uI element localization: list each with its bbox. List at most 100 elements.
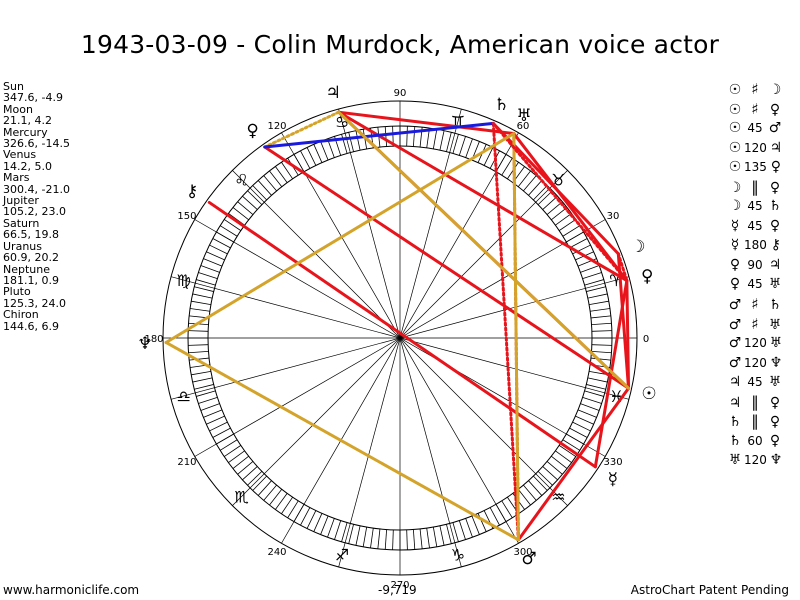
aspect-row: ☉ ♯ ♀ bbox=[726, 100, 785, 120]
degree-tick bbox=[590, 308, 610, 312]
planet-glyph: ♃ bbox=[728, 374, 742, 391]
zodiac-sign-glyph: ♐ bbox=[335, 545, 349, 564]
planet-glyph: ♃ bbox=[728, 394, 742, 411]
aspect-row: ☉ 135 ♀ bbox=[726, 158, 785, 178]
degree-tick bbox=[591, 344, 612, 346]
position-value: 60.9, 20.2 bbox=[3, 251, 59, 265]
degree-tick bbox=[334, 520, 342, 540]
planet-glyph: ♆ bbox=[769, 452, 783, 469]
aspect-symbol: 180 bbox=[744, 238, 767, 253]
aspect-row: ♀ 45 ♅ bbox=[726, 275, 785, 295]
degree-tick bbox=[355, 525, 361, 546]
degree-tick bbox=[426, 528, 430, 548]
planet-glyph: ♅ bbox=[768, 276, 782, 293]
planet-glyph: ♅ bbox=[769, 335, 783, 352]
position-name: Jupiter bbox=[3, 194, 39, 208]
aspect-line bbox=[164, 132, 516, 344]
degree-tick bbox=[206, 415, 225, 425]
pluto-glyph: ♀ bbox=[246, 121, 258, 141]
degree-tick bbox=[348, 524, 354, 544]
degree-tick bbox=[209, 244, 228, 255]
degree-label: 330 bbox=[603, 457, 622, 468]
planet-position-list: Sun 347.6, -4.9 Moon 21.1, 4.2 Mercury 326.6,… bbox=[3, 81, 70, 332]
degree-tick bbox=[452, 522, 459, 542]
aspect-line bbox=[207, 200, 597, 469]
degree-tick bbox=[384, 126, 388, 147]
degree-tick bbox=[370, 528, 374, 548]
aspect-row: ☉ 45 ♂ bbox=[726, 119, 785, 139]
degree-tick bbox=[517, 170, 531, 187]
aspect-line bbox=[263, 121, 495, 149]
aspect-symbol: 120 bbox=[744, 336, 767, 351]
degree-tick bbox=[200, 265, 220, 273]
degree-tick bbox=[192, 293, 213, 299]
degree-tick bbox=[586, 384, 606, 390]
aspect-line bbox=[263, 110, 341, 149]
degree-tick bbox=[465, 518, 473, 538]
degree-tick bbox=[458, 136, 466, 156]
aspect-row: ☉ ♯ ☽ bbox=[726, 80, 785, 100]
planet-glyph: ♀ bbox=[769, 432, 781, 449]
degree-tick bbox=[582, 272, 602, 280]
aspect-line bbox=[263, 145, 631, 390]
degree-tick bbox=[483, 147, 494, 166]
degree-tick bbox=[555, 213, 572, 226]
aspect-line bbox=[491, 121, 629, 283]
degree-tick bbox=[501, 158, 513, 176]
aspect-symbol: ‖ bbox=[751, 392, 759, 411]
planet-glyph: ♀ bbox=[769, 217, 781, 234]
aspect-symbol: 120 bbox=[744, 355, 767, 370]
aspect-row: ♃ 45 ♅ bbox=[726, 373, 785, 393]
degree-tick bbox=[281, 496, 293, 514]
degree-label: 210 bbox=[177, 457, 196, 468]
planet-glyph: ♅ bbox=[728, 452, 742, 469]
degree-tick bbox=[313, 144, 323, 163]
degree-tick bbox=[528, 480, 543, 496]
degree-tick bbox=[558, 219, 576, 231]
zodiac-sign-glyph: ♌ bbox=[234, 171, 248, 190]
degree-tick bbox=[300, 507, 311, 526]
aspect-line bbox=[512, 132, 629, 283]
degree-tick bbox=[551, 207, 568, 221]
degree-tick bbox=[188, 330, 209, 332]
degree-tick bbox=[188, 350, 209, 354]
degree-tick bbox=[252, 475, 267, 491]
degree-tick bbox=[558, 445, 576, 457]
degree-tick bbox=[194, 286, 214, 292]
degree-tick bbox=[533, 185, 548, 201]
degree-tick bbox=[591, 322, 612, 326]
aspect-row: ♄ ‖ ♀ bbox=[726, 412, 785, 432]
planet-glyph: ♀ bbox=[729, 276, 741, 293]
degree-label: 240 bbox=[267, 547, 286, 558]
venus-glyph: ♀ bbox=[641, 266, 653, 286]
aspect-symbol: ‖ bbox=[751, 177, 759, 196]
website-link[interactable]: www.harmoniclife.com bbox=[3, 583, 140, 597]
degree-tick bbox=[224, 445, 242, 457]
position-name: Uranus bbox=[3, 239, 42, 253]
planet-glyph: ☽ bbox=[768, 82, 782, 98]
degree-tick bbox=[224, 219, 242, 231]
degree-tick bbox=[439, 525, 445, 546]
aspect-row: ☽ 45 ♄ bbox=[726, 197, 785, 217]
degree-tick bbox=[555, 450, 572, 463]
degree-label: 0 bbox=[643, 334, 649, 345]
degree-tick bbox=[587, 377, 608, 383]
planet-glyph: ♃ bbox=[769, 139, 783, 156]
degree-tick bbox=[196, 390, 216, 397]
degree-tick bbox=[406, 126, 408, 147]
degree-tick bbox=[590, 357, 611, 361]
degree-tick bbox=[537, 471, 553, 486]
degree-tick bbox=[341, 522, 348, 542]
planet-glyph: ♀ bbox=[770, 159, 782, 176]
aspect-symbol: 120 bbox=[744, 453, 767, 468]
degree-tick bbox=[432, 129, 438, 149]
aspect-symbol: ♯ bbox=[751, 314, 759, 333]
degree-tick bbox=[582, 396, 602, 404]
degree-tick bbox=[275, 166, 288, 183]
planet-glyph: ☉ bbox=[728, 101, 742, 118]
degree-tick bbox=[242, 466, 258, 481]
planet-glyph: ♀ bbox=[769, 179, 781, 196]
mars-glyph: ♂ bbox=[521, 549, 536, 569]
degree-tick bbox=[546, 201, 563, 215]
degree-tick bbox=[432, 527, 438, 547]
